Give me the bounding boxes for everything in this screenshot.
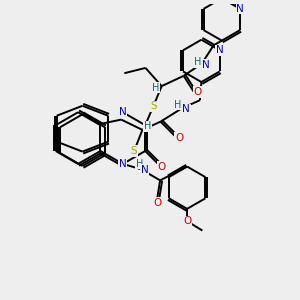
Text: N: N: [119, 159, 127, 169]
Text: N: N: [141, 165, 148, 175]
Text: O: O: [153, 198, 161, 208]
Text: O: O: [193, 87, 202, 97]
Text: O: O: [157, 162, 166, 172]
Text: N: N: [119, 107, 127, 117]
Text: S: S: [131, 146, 137, 156]
Text: N: N: [216, 45, 224, 55]
Text: H: H: [144, 121, 151, 131]
Text: O: O: [183, 216, 191, 226]
Text: S: S: [150, 101, 157, 111]
Text: H: H: [152, 82, 160, 93]
Text: H: H: [174, 100, 182, 110]
Text: N: N: [236, 4, 244, 14]
Text: N: N: [202, 60, 209, 70]
Text: H: H: [136, 159, 143, 169]
Text: H: H: [194, 57, 201, 67]
Text: N: N: [182, 104, 190, 114]
Text: O: O: [175, 133, 183, 143]
